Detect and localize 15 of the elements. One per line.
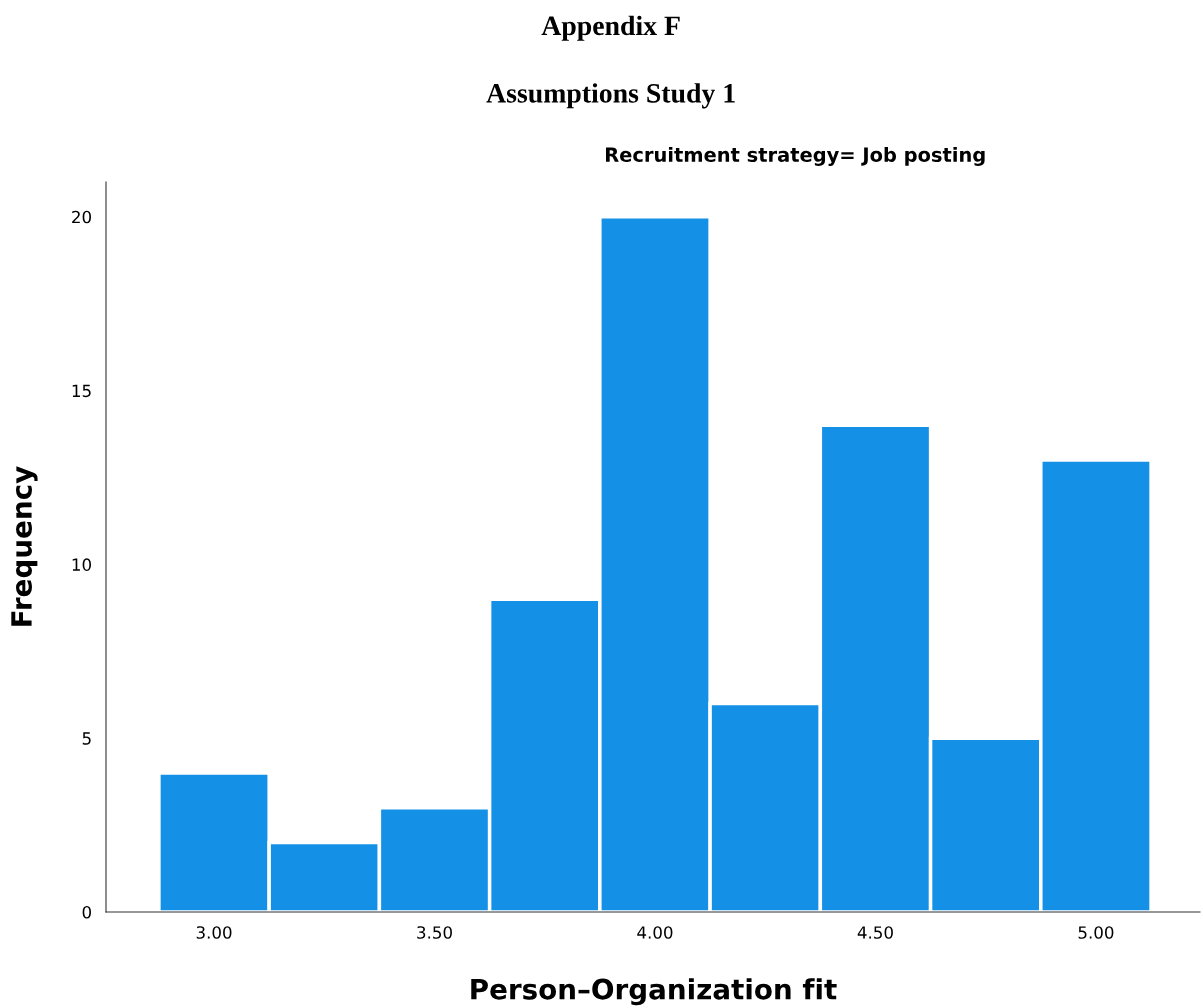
y-tick-label: 5 xyxy=(82,732,91,745)
x-tick-label: 3.50 xyxy=(417,926,452,939)
y-axis-title: Frequency xyxy=(11,466,38,626)
y-tick-label: 20 xyxy=(72,210,91,224)
y-tick-label: 10 xyxy=(72,558,91,571)
x-axis-title: Person–Organization fit xyxy=(471,978,837,1006)
text: Appendix F xyxy=(541,15,680,41)
x-tick-label: 3.00 xyxy=(196,926,232,939)
text: Assumptions Study 1 xyxy=(486,83,735,109)
y-tick-label: 15 xyxy=(72,384,91,398)
x-tick-label: 4.00 xyxy=(637,926,673,939)
x-tick-label: 5.00 xyxy=(1078,926,1114,939)
chart-title: Recruitment strategy= Job posting xyxy=(606,146,985,166)
y-tick-label: 0 xyxy=(82,905,91,919)
x-tick-label: 4.50 xyxy=(857,926,893,939)
